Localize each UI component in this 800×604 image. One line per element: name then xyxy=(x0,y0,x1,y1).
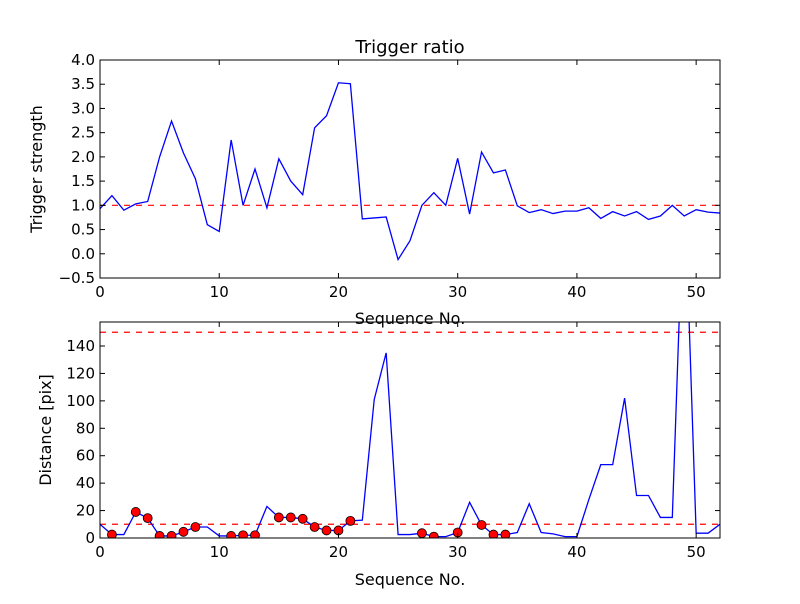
top-title: Trigger ratio xyxy=(354,37,464,58)
trigger-point xyxy=(345,515,356,526)
x-tick-label: 20 xyxy=(329,543,348,561)
trigger-point xyxy=(142,513,153,524)
y-tick-label: 40 xyxy=(76,474,95,492)
trigger-point xyxy=(226,531,237,538)
x-tick-label: 0 xyxy=(95,543,105,561)
y-tick-label: 2.0 xyxy=(71,148,95,166)
y-tick-label: 2.5 xyxy=(71,124,95,142)
x-tick-label: 30 xyxy=(448,283,467,301)
y-tick-label: 100 xyxy=(66,392,95,410)
x-tick-label: 40 xyxy=(567,283,586,301)
series-line xyxy=(100,82,720,262)
y-tick-label: 140 xyxy=(66,337,95,355)
y-tick-label: 20 xyxy=(76,502,95,520)
trigger-point xyxy=(154,531,165,538)
y-tick-label: 1.0 xyxy=(71,196,95,214)
x-tick-label: 40 xyxy=(567,543,586,561)
trigger-point xyxy=(488,529,499,538)
trigger-point xyxy=(273,512,284,523)
trigger-point xyxy=(238,530,248,538)
trigger-point xyxy=(417,528,427,538)
x-tick-label: 50 xyxy=(687,283,706,301)
trigger-point xyxy=(476,520,487,530)
top-xlabel: Sequence No. xyxy=(355,309,466,328)
x-tick-label: 0 xyxy=(95,283,105,301)
y-tick-label: −0.5 xyxy=(59,269,95,287)
trigger-point xyxy=(321,525,332,536)
x-tick-label: 20 xyxy=(329,283,348,301)
axes-frame xyxy=(99,59,721,279)
trigger-point xyxy=(285,512,296,523)
top-ylabel: Trigger strength xyxy=(27,105,46,234)
trigger-point xyxy=(166,531,177,538)
trigger-point xyxy=(250,530,260,538)
bottom-xlabel: Sequence No. xyxy=(355,570,466,589)
bottom-ylabel: Distance [pix] xyxy=(36,374,55,486)
y-tick-label: 80 xyxy=(76,419,95,437)
axes-frame xyxy=(99,321,721,539)
y-tick-label: 60 xyxy=(76,447,95,465)
y-tick-label: 0.5 xyxy=(71,221,95,239)
x-tick-label: 10 xyxy=(210,283,229,301)
bottom-plot-distance: Distance [pix] Sequence No. 0 10 20 30 40 50 0… xyxy=(36,321,721,589)
y-tick-label: 4.0 xyxy=(71,51,95,69)
x-tick-label: 30 xyxy=(448,543,467,561)
plot-area xyxy=(100,322,720,538)
trigger-point xyxy=(178,526,189,537)
y-tick-label: 3.5 xyxy=(71,75,95,93)
y-tick-label: 3.0 xyxy=(71,99,95,117)
trigger-point xyxy=(107,529,117,538)
trigger-point xyxy=(297,513,308,524)
plot-area xyxy=(100,82,720,262)
y-tick-label: 0.0 xyxy=(71,245,95,263)
trigger-point xyxy=(130,507,141,517)
trigger-point xyxy=(190,522,201,532)
top-plot-trigger-ratio: Trigger ratio Trigger strength Sequence … xyxy=(27,37,721,328)
trigger-point xyxy=(309,522,320,532)
y-tick-label: 0 xyxy=(85,529,95,547)
series-line xyxy=(100,322,720,538)
x-tick-label: 10 xyxy=(210,543,229,561)
y-tick-label: 1.5 xyxy=(71,172,95,190)
trigger-point xyxy=(500,529,511,538)
trigger-point xyxy=(428,531,439,538)
y-tick-label: 120 xyxy=(66,364,95,382)
x-tick-label: 50 xyxy=(687,543,706,561)
